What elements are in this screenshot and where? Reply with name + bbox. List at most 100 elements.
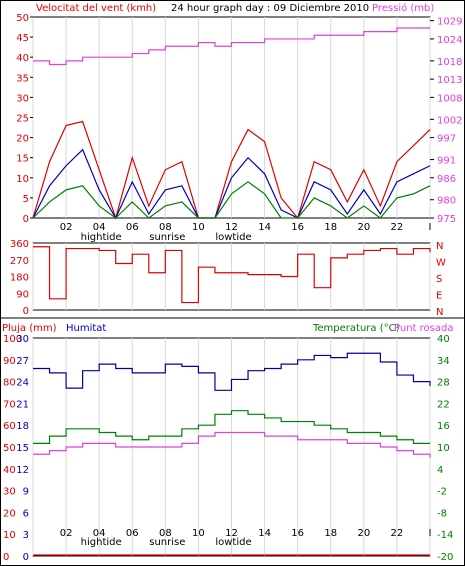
wind-tick-label: 30 — [16, 93, 29, 104]
hour-label-top: 20 — [357, 222, 370, 233]
pressure-tick-label: 1024 — [437, 35, 462, 46]
pressure-tick-label: 991 — [437, 156, 456, 167]
temp-tick-label: -20 — [437, 552, 453, 563]
pressure-tick-label: 1018 — [437, 57, 462, 68]
hour-label-top: I — [429, 222, 432, 233]
humidity-tick-label: 27 — [16, 356, 29, 367]
hour-label-top: 06 — [126, 222, 139, 233]
dewpoint-title: Punt rosada — [394, 323, 453, 334]
pressure-tick-label: 975 — [437, 214, 456, 225]
hour-label-top: 18 — [324, 222, 337, 233]
humidity-title: Humitat — [66, 323, 106, 334]
hour-label-top: 10 — [192, 222, 205, 233]
humidity-tick-label: 30 — [16, 334, 29, 345]
wind-title: Velocitat del vent (kmh) — [36, 3, 156, 14]
humidity-tick-label: 18 — [16, 421, 29, 432]
direction-series — [33, 246, 431, 304]
pressure-tick-label: 1008 — [437, 93, 462, 104]
temp-tick-label: 34 — [437, 356, 450, 367]
temp-tick-label: 16 — [437, 421, 450, 432]
temp-tick-label: -14 — [437, 530, 453, 541]
chart-title: 24 hour graph day : 09 Diciembre 2010 — [171, 3, 369, 14]
wind-tick-label: 15 — [16, 154, 29, 165]
pressure-tick-label: 1002 — [437, 115, 462, 126]
direction-layer — [32, 243, 431, 310]
tide-marker-bottom: hightide — [81, 537, 122, 548]
hour-label-bottom: I — [429, 528, 432, 539]
wind-series-max — [32, 120, 431, 221]
wind-series-min — [32, 181, 431, 219]
hour-label-top: 22 — [391, 222, 404, 233]
pressure-tick-label: 997 — [437, 134, 456, 145]
hour-label-top: 14 — [258, 222, 271, 233]
temp-tick-label: 22 — [437, 399, 450, 410]
humidity-tick-label: 9 — [23, 487, 29, 498]
pressure-tick-label: 986 — [437, 174, 456, 185]
tide-marker-top: sunrise — [149, 232, 185, 243]
temp-series — [33, 431, 431, 458]
wind-tick-label: 35 — [16, 73, 29, 84]
humidity-tick-label: 12 — [16, 465, 29, 476]
hour-label-top: 02 — [60, 222, 73, 233]
wind-tick-label: 20 — [16, 134, 29, 145]
hour-label-bottom: 12 — [225, 528, 238, 539]
wind-tick-label: 0 — [23, 214, 29, 225]
rain-tick-label: 60 — [3, 421, 16, 432]
hour-label-bottom: 06 — [126, 528, 139, 539]
rain-tick-label: 40 — [3, 465, 16, 476]
wind-series-pressure — [33, 27, 430, 66]
humidity-tick-label: 6 — [23, 508, 29, 519]
humidity-tick-label: 15 — [16, 443, 29, 454]
hour-label-bottom: 20 — [357, 528, 370, 539]
compass-label: N — [436, 307, 443, 318]
rain-title: Pluja (mm) — [2, 323, 57, 334]
hour-label-bottom: 08 — [159, 528, 172, 539]
hour-label-top: 16 — [291, 222, 304, 233]
tide-marker-top: lowtide — [215, 232, 251, 243]
compass-label: W — [436, 258, 446, 269]
rain-tick-label: 30 — [3, 487, 16, 498]
direction-tick-label: 90 — [16, 289, 29, 300]
hour-label-bottom: 16 — [291, 528, 304, 539]
temp-tick-label: 40 — [437, 334, 450, 345]
humidity-tick-label: 3 — [23, 530, 29, 541]
wind-tick-label: 45 — [16, 33, 29, 44]
pressure-tick-label: 1029 — [437, 17, 462, 28]
direction-tick-label: 180 — [10, 273, 29, 284]
wind-layer — [32, 17, 431, 221]
wind-tick-label: 40 — [16, 53, 29, 64]
rain-tick-label: 90 — [3, 356, 16, 367]
temp-layer — [32, 338, 431, 556]
tide-marker-top: hightide — [81, 232, 122, 243]
hour-label-top: 04 — [93, 222, 106, 233]
rain-tick-label: 0 — [3, 552, 9, 563]
temp-series — [33, 352, 431, 391]
hour-label-top: 08 — [159, 222, 172, 233]
wind-tick-label: 25 — [16, 114, 29, 125]
temp-axes: 0 10 20 30 40 50 60 70 80 90 100 0 3 6 9 12 15 18 21 24 27 30… — [3, 334, 453, 563]
humidity-tick-label: 21 — [16, 399, 29, 410]
hour-label-bottom: 10 — [192, 528, 205, 539]
hour-label-bottom: 04 — [93, 528, 106, 539]
rain-tick-label: 80 — [3, 378, 16, 389]
temp-series — [33, 410, 430, 444]
rain-tick-label: 10 — [3, 530, 16, 541]
hour-label-bottom: 22 — [391, 528, 404, 539]
wind-axes: 0 5 10 15 20 25 30 35 40 45 50 975 980 986 991 997 1002 1… — [16, 13, 462, 225]
hour-label-bottom: 02 — [60, 528, 73, 539]
hour-label-bottom: 18 — [324, 528, 337, 539]
humidity-tick-label: 24 — [16, 378, 29, 389]
temp-tick-label: 4 — [437, 465, 443, 476]
wind-tick-label: 5 — [23, 194, 29, 205]
compass-label: S — [436, 274, 442, 285]
wind-tick-label: 50 — [16, 13, 29, 24]
humidity-tick-label: 0 — [23, 552, 29, 563]
temperature-title: Temperatura (°C) — [312, 323, 400, 334]
compass-label: E — [436, 291, 442, 302]
direction-tick-label: 360 — [10, 239, 29, 250]
